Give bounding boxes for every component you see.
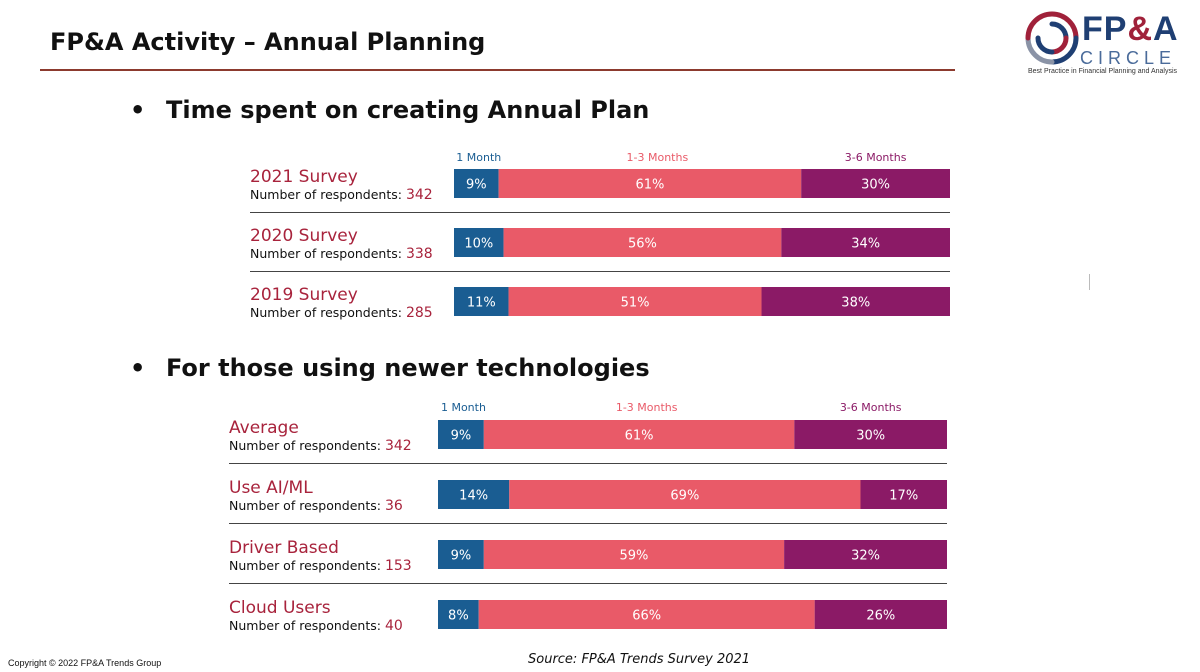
data-label: 61% <box>635 178 664 193</box>
copyright-text: Copyright © 2022 FP&A Trends Group <box>8 658 162 668</box>
respondents-count: 153 <box>385 558 412 574</box>
data-label: 14% <box>459 489 488 504</box>
respondents-count: 342 <box>385 438 412 454</box>
respondents-count: 285 <box>406 305 433 321</box>
data-label: 17% <box>889 489 918 504</box>
data-label: 9% <box>466 178 487 193</box>
data-label: 69% <box>670 489 699 504</box>
legend-label: 1-3 Months <box>627 151 689 164</box>
page-title: FP&A Activity – Annual Planning <box>50 28 486 56</box>
row-label: Average <box>229 418 299 438</box>
data-label: 9% <box>451 429 472 444</box>
bullet-heading-annual-plan: • Time spent on creating Annual Plan <box>130 96 650 124</box>
text-cursor <box>1089 274 1090 290</box>
data-label: 56% <box>628 237 657 252</box>
bar-segment <box>454 169 499 198</box>
logo-tagline: Best Practice in Financial Planning and … <box>1028 68 1178 75</box>
respondents-label: Number of respondents: 342 <box>229 438 412 454</box>
respondents-count: 342 <box>406 187 433 203</box>
bar-segment <box>801 169 950 198</box>
respondents-count: 338 <box>406 246 433 262</box>
bar-segment <box>454 228 504 257</box>
row-label: Driver Based <box>229 538 339 558</box>
data-label: 61% <box>625 429 654 444</box>
data-label: 38% <box>841 296 870 311</box>
row-label: 2021 Survey <box>250 167 358 187</box>
bar-segment <box>814 600 947 629</box>
respondents-label: Number of respondents: 342 <box>250 187 433 203</box>
row-label: Use AI/ML <box>229 478 313 498</box>
bar-segment <box>478 600 815 629</box>
respondents-label: Number of respondents: 338 <box>250 246 433 262</box>
bar-segment <box>509 480 861 509</box>
bar-segment <box>438 540 484 569</box>
bar-segment <box>438 480 510 509</box>
row-label: 2019 Survey <box>250 285 358 305</box>
bar-segment <box>483 420 795 449</box>
data-label: 51% <box>621 296 650 311</box>
bar-segment <box>784 540 947 569</box>
logo-mark-icon <box>1025 11 1079 65</box>
bar-segment <box>781 228 950 257</box>
respondents-count: 36 <box>385 498 403 514</box>
respondents-label: Number of respondents: 40 <box>229 618 403 634</box>
logo-subtext: CIRCLE <box>1080 48 1177 68</box>
bar-segment <box>438 420 484 449</box>
logo-wordmark: FP&A <box>1082 10 1179 48</box>
respondents-label: Number of respondents: 36 <box>229 498 403 514</box>
bar-segment <box>860 480 947 509</box>
legend-label: 3-6 Months <box>845 151 907 164</box>
source-note: Source: FP&A Trends Survey 2021 <box>528 652 751 667</box>
fpa-circle-logo: FP&A CIRCLE Best Practice in Financial P… <box>1020 6 1195 81</box>
respondents-label: Number of respondents: 285 <box>250 305 433 321</box>
legend-label: 1 Month <box>441 401 486 414</box>
bar-segment <box>508 287 762 316</box>
bar-segment <box>454 287 509 316</box>
bar-segment <box>498 169 802 198</box>
data-label: 30% <box>861 178 890 193</box>
legend-label: 1 Month <box>456 151 501 164</box>
legend-label: 1-3 Months <box>616 401 678 414</box>
data-label: 8% <box>448 609 469 624</box>
bar-segment <box>483 540 785 569</box>
data-label: 9% <box>451 549 472 564</box>
legend-label: 3-6 Months <box>840 401 902 414</box>
data-label: 59% <box>620 549 649 564</box>
bar-segment <box>503 228 782 257</box>
data-label: 30% <box>856 429 885 444</box>
bullet-heading-new-tech: • For those using newer technologies <box>130 354 650 382</box>
title-divider <box>40 69 955 71</box>
row-label: Cloud Users <box>229 598 331 618</box>
respondents-count: 40 <box>385 618 403 634</box>
row-label: 2020 Survey <box>250 226 358 246</box>
data-label: 11% <box>467 296 496 311</box>
bar-segment <box>794 420 947 449</box>
bar-segment <box>761 287 950 316</box>
data-label: 34% <box>851 237 880 252</box>
data-label: 10% <box>464 237 493 252</box>
bar-segment <box>438 600 479 629</box>
data-label: 32% <box>851 549 880 564</box>
respondents-label: Number of respondents: 153 <box>229 558 412 574</box>
data-label: 26% <box>866 609 895 624</box>
data-label: 66% <box>632 609 661 624</box>
